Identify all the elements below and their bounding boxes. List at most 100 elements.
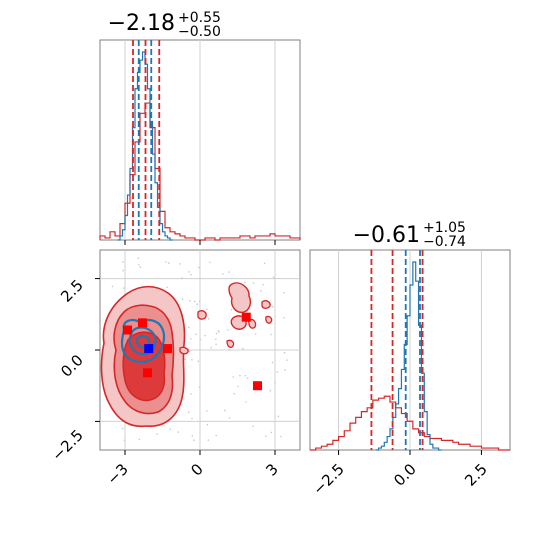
hist-top-title-minus: −0.50 xyxy=(178,24,221,40)
contour-sample-dot xyxy=(272,305,274,308)
contour-sample-dot xyxy=(168,262,170,264)
contour-sample-dot xyxy=(242,347,244,350)
contour-sample-dot xyxy=(207,439,210,441)
contour-sample-dot xyxy=(269,390,272,392)
contour-sample-dot xyxy=(163,424,165,426)
contour-sample-dot xyxy=(284,369,286,371)
hist-right-red-series xyxy=(310,395,510,451)
contour-sample-dot xyxy=(193,439,195,442)
hist-panel-top: −2.18 +0.55 −0.50 xyxy=(99,10,301,245)
contour-sample-dot xyxy=(252,282,255,284)
contour-sample-dot xyxy=(215,332,218,335)
contour-red-marker xyxy=(123,325,132,335)
hist-right-tick-marks xyxy=(338,450,482,455)
contour-sample-dot xyxy=(111,285,114,288)
contour-sample-dot xyxy=(262,284,265,286)
contour-sample-dot xyxy=(286,359,288,361)
contour-sample-dot xyxy=(122,287,125,289)
contour-sample-dot xyxy=(198,300,201,303)
contour-sample-dot xyxy=(121,427,124,430)
contour-sample-dot xyxy=(283,292,285,294)
contour-ytick-label-0: 2.5 xyxy=(57,276,87,306)
contour-sample-dot xyxy=(254,333,257,335)
contour-sample-dot xyxy=(138,438,141,441)
contour-sample-dot xyxy=(191,435,194,437)
hist-right-xtick-label-2: 2.5 xyxy=(461,460,491,490)
contour-sample-dot xyxy=(210,346,212,349)
hist-right-title: −0.61 xyxy=(353,223,420,248)
contour-red-marker xyxy=(163,344,172,354)
contour-sample-dot xyxy=(206,423,209,426)
hist-top-title: −2.18 xyxy=(108,11,175,36)
red-contour-outer-island-3 xyxy=(197,310,207,320)
contour-sample-dot xyxy=(179,263,181,265)
hist-right-blue-series xyxy=(375,261,442,451)
hist-right-xtick-label-1: 0.0 xyxy=(390,460,420,490)
contour-sample-dot xyxy=(260,290,262,292)
contour-sample-dot xyxy=(252,425,254,428)
hist-right-title-plus: +1.05 xyxy=(423,220,466,236)
hist-right-series-0-line xyxy=(310,395,510,451)
contour-sample-dot xyxy=(265,435,267,438)
contour-sample-dot xyxy=(230,308,233,311)
contour-sample-dot xyxy=(224,409,226,412)
contour-ytick-label-2: −2.5 xyxy=(48,426,86,464)
contour-sample-dot xyxy=(239,374,241,377)
contour-sample-dot xyxy=(188,326,190,329)
contour-sample-dot xyxy=(156,433,158,435)
contour-sample-dot xyxy=(272,276,275,279)
contour-sample-dot xyxy=(245,401,247,403)
contour-red-marker xyxy=(253,381,262,391)
contour-red-marker xyxy=(138,318,147,328)
contour-sample-dot xyxy=(246,377,249,379)
contour-sample-dot xyxy=(237,385,239,388)
contour-sample-dot xyxy=(222,273,224,275)
red-contour-outer-island-4 xyxy=(261,300,271,309)
contour-sample-dot xyxy=(263,262,266,265)
contour-sample-dot xyxy=(199,338,202,341)
contour-sample-dot xyxy=(227,329,229,331)
contour-xtick-label-1: 0 xyxy=(187,460,206,479)
contour-sample-dot xyxy=(206,308,208,311)
contour-sample-dot xyxy=(190,338,192,340)
contour-sample-dot xyxy=(190,393,192,395)
contour-sample-dot xyxy=(270,431,273,434)
contour-sample-dot xyxy=(191,417,193,420)
contour-sample-dot xyxy=(195,333,197,336)
contour-sample-dot xyxy=(169,428,171,431)
contour-markers xyxy=(123,312,262,391)
contour-sample-dot xyxy=(276,371,279,373)
hist-right-gridlines xyxy=(338,250,482,450)
contour-sample-dot xyxy=(207,318,210,320)
contour-sample-dot xyxy=(197,360,199,363)
contour-sample-dot xyxy=(229,349,231,351)
contour-sample-dot xyxy=(187,411,190,414)
contour-red-marker xyxy=(241,312,251,322)
hist-top-quantile-lines xyxy=(132,40,161,240)
hist-right-xtick-label-0: −2.5 xyxy=(309,460,347,498)
contour-blue-marker xyxy=(144,344,154,354)
contour-sample-dot xyxy=(228,417,231,419)
contour-sample-dot xyxy=(244,375,247,377)
blue-contour-outer xyxy=(120,318,166,364)
contour-sample-dot xyxy=(274,381,276,384)
contour-sample-dot xyxy=(122,261,124,263)
contour-sample-dot xyxy=(271,361,274,364)
contour-sample-dot xyxy=(196,303,198,305)
red-contour-outer-island-8 xyxy=(265,315,273,324)
contour-sample-dot xyxy=(166,286,168,289)
red-contour-outer-island-5 xyxy=(248,318,257,329)
contour-panel: −3 0 3 2.5 0.0 −2.5 xyxy=(48,249,301,488)
contour-sample-dot xyxy=(198,266,200,269)
contour-sample-dot xyxy=(189,300,191,302)
contour-sample-dot xyxy=(137,257,140,260)
hist-right-title-minus: −0.74 xyxy=(423,234,466,250)
contour-tick-marks xyxy=(95,278,276,455)
contour-sample-dot xyxy=(283,317,285,319)
red-contour-outer-island-7 xyxy=(226,339,235,348)
contour-sample-dot xyxy=(177,431,180,433)
contour-sample-dot xyxy=(122,269,124,272)
contour-sample-dot xyxy=(198,386,201,389)
hist-top-tick-marks xyxy=(124,240,276,245)
